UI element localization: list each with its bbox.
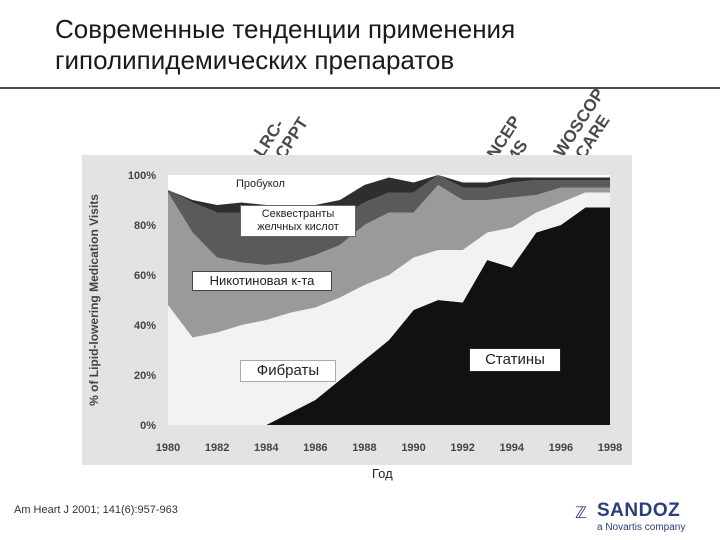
x-tick-label: 1996 [549,442,573,454]
x-tick-label: 1984 [254,442,279,454]
area-series-2 [168,185,610,338]
x-tick-label: 1998 [598,442,622,454]
y-axis-title: % of Lipid-lowering Medication Visits [87,194,101,406]
citation: Am Heart J 2001; 141(6):957-963 [14,504,178,516]
y-tick-label: 80% [134,220,156,232]
y-tick-label: 40% [134,320,156,332]
logo-tagline: a Novartis company [597,522,686,533]
x-tick-label: 1994 [500,442,525,454]
sandoz-logo-icon: ℤ [575,505,587,522]
y-tick-label: 60% [134,270,156,282]
label-statins: Статины [469,348,561,372]
slide-title: Современные тенденции применения гиполип… [55,14,516,75]
label-probucol: Пробукол [232,177,326,194]
x-tick-label: 1992 [450,442,474,454]
x-tick-label: 1990 [401,442,425,454]
title-divider [0,87,720,89]
y-tick-label: 20% [134,370,156,382]
area-series-3 [168,175,610,265]
y-tick-label: 0% [140,420,156,432]
x-tick-label: 1982 [205,442,229,454]
chart-area: 0% 20% 40% 60% 80% 100% 1980 1982 1984 1986 1988 19… [82,155,632,465]
sandoz-logo: ℤ SANDOZ a Novartis company [575,500,715,540]
label-fibrates: Фибраты [240,360,336,382]
x-tick-label: 1988 [352,442,376,454]
x-tick-label: 1986 [303,442,327,454]
x-tick-label: 1980 [156,442,180,454]
label-sequestrants: Секвестранты желчных кислот [240,205,356,237]
y-tick-label: 100% [128,170,156,182]
x-axis-title: Год [372,466,393,481]
logo-brand: SANDOZ [597,500,681,521]
label-sequestrants-line2: желчных кислот [257,221,339,233]
label-sequestrants-line1: Секвестранты [261,208,335,220]
stacked-area-chart: 0% 20% 40% 60% 80% 100% 1980 1982 1984 1986 1988 19… [87,170,622,454]
label-niacin: Никотиновая к-та [192,271,332,291]
